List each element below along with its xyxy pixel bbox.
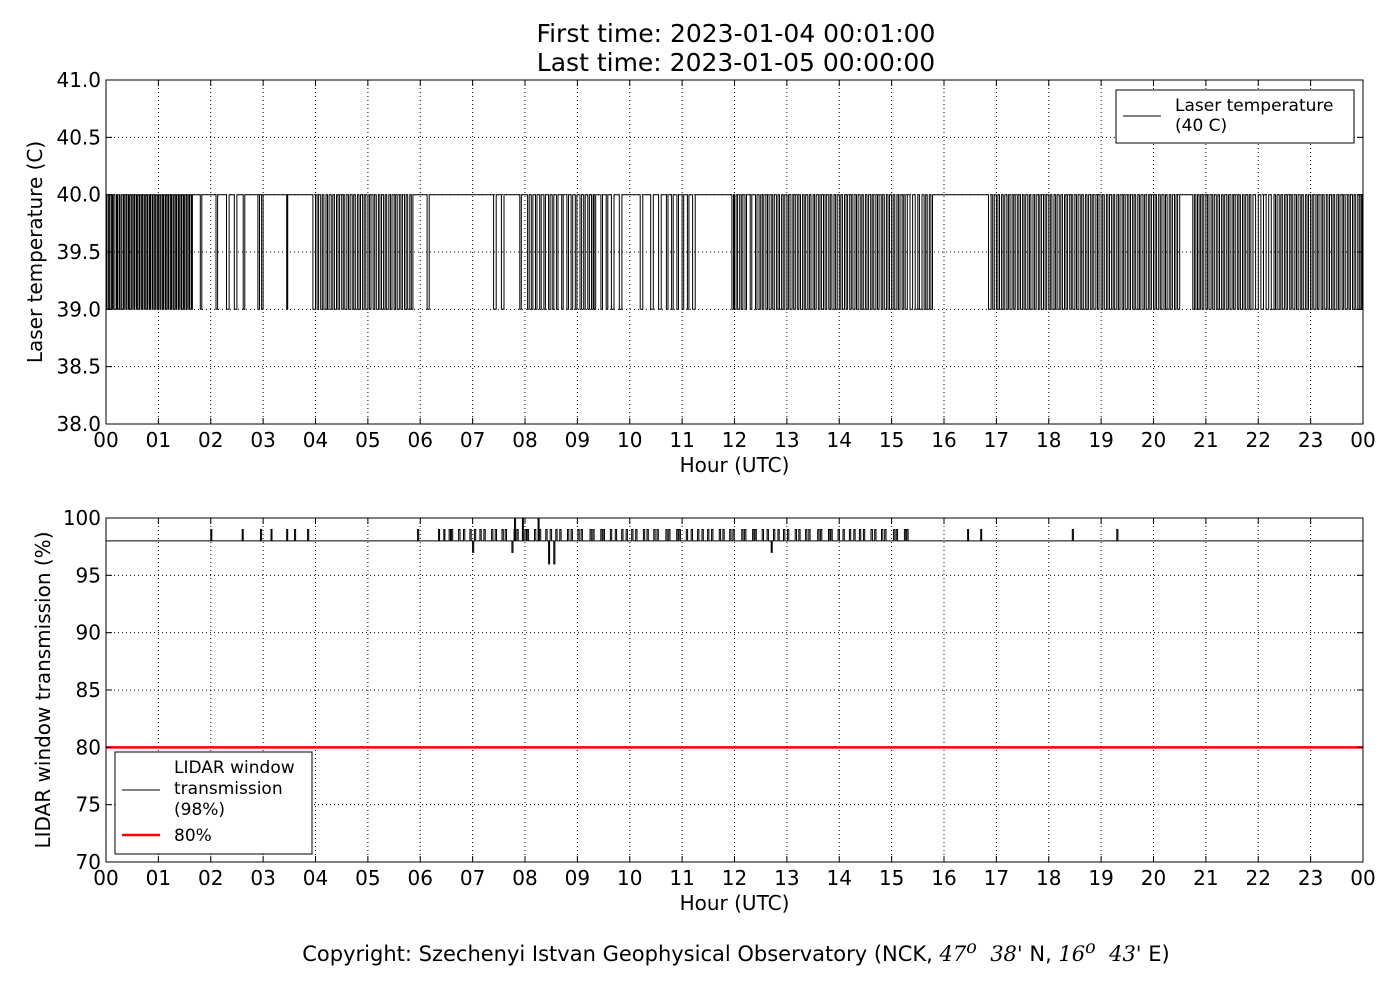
legend: Laser temperature(40 C): [1115, 89, 1355, 144]
y-tick-label: 40.5: [56, 125, 101, 149]
x-tick-label: 01: [146, 428, 171, 452]
legend-label: LIDAR window: [174, 758, 295, 778]
x-tick-label: 07: [460, 428, 485, 452]
x-tick-label: 12: [722, 428, 747, 452]
legend-label: 80%: [174, 826, 212, 846]
x-tick-label: 06: [408, 866, 433, 890]
x-tick-label: 19: [1088, 866, 1113, 890]
y-tick-label: 70: [76, 850, 101, 874]
y-tick-label: 40.0: [56, 183, 101, 207]
legend-label: (98%): [174, 800, 225, 820]
x-tick-label: 15: [879, 866, 904, 890]
y-tick-label: 39.5: [56, 240, 101, 264]
y-axis-label: Laser temperature (C): [23, 141, 47, 363]
latitude-suffix: N,: [1022, 942, 1059, 966]
x-tick-label: 09: [565, 866, 590, 890]
x-tick-label: 08: [512, 866, 537, 890]
x-tick-label: 08: [512, 428, 537, 452]
legend-label: transmission: [174, 779, 283, 799]
x-tick-label: 19: [1088, 428, 1113, 452]
x-tick-label: 14: [827, 866, 852, 890]
x-tick-label: 15: [879, 428, 904, 452]
y-tick-label: 39.0: [56, 297, 101, 321]
x-tick-label: 11: [669, 428, 694, 452]
y-tick-label: 75: [76, 793, 101, 817]
x-tick-label: 05: [355, 428, 380, 452]
latitude-minutes: 38': [990, 942, 1023, 966]
x-tick-label: 05: [355, 866, 380, 890]
x-tick-label: 07: [460, 866, 485, 890]
chart-title-line2: Last time: 2023-01-05 00:00:00: [536, 48, 936, 77]
x-tick-label: 00: [1350, 428, 1375, 452]
x-tick-label: 16: [931, 866, 956, 890]
latitude-degree-sign: o: [966, 938, 977, 958]
x-tick-label: 13: [774, 866, 799, 890]
laser-temperature-line: [106, 194, 1363, 310]
y-tick-label: 90: [76, 621, 101, 645]
x-tick-label: 02: [198, 428, 223, 452]
x-tick-label: 02: [198, 866, 223, 890]
longitude-degree-sign: o: [1085, 938, 1096, 958]
y-tick-label: 95: [76, 563, 101, 587]
latitude-degrees: 47: [939, 942, 967, 966]
x-tick-label: 10: [617, 428, 642, 452]
x-tick-label: 17: [984, 428, 1009, 452]
x-tick-label: 01: [146, 866, 171, 890]
copyright-text: Copyright: Szechenyi Istvan Geophysical …: [302, 942, 940, 966]
x-tick-label: 21: [1193, 428, 1218, 452]
longitude-minutes: 43': [1109, 942, 1142, 966]
y-axis-label: LIDAR window transmission (%): [31, 532, 55, 849]
legend-label: (40 C): [1175, 116, 1227, 136]
legend-box: [114, 751, 313, 855]
x-tick-label: 16: [931, 428, 956, 452]
x-tick-label: 17: [984, 866, 1009, 890]
x-tick-label: 18: [1036, 428, 1061, 452]
lidar-window-transmission-panel: 00 01 02 03 04 05 06 07 08 09 10 11 12 13 14 15 16 17 18 19…: [31, 506, 1376, 915]
y-tick-label: 38.5: [56, 355, 101, 379]
x-tick-label: 06: [408, 428, 433, 452]
x-tick-label: 11: [669, 866, 694, 890]
x-tick-label: 22: [1246, 428, 1271, 452]
x-tick-label: 03: [250, 428, 275, 452]
y-tick-label: 38.0: [56, 412, 101, 436]
y-tick-label: 41.0: [56, 68, 101, 92]
x-tick-label: 21: [1193, 866, 1218, 890]
x-tick-label: 00: [93, 866, 118, 890]
chart-title-line1: First time: 2023-01-04 00:01:00: [536, 19, 936, 48]
x-axis-label: Hour (UTC): [680, 453, 790, 477]
x-tick-label: 00: [1350, 866, 1375, 890]
laser-temperature-panel: 00 01 02 03 04 05 06 07 08 09 10 11 12 13 14 15 16 17 18 19…: [23, 68, 1376, 477]
y-tick-label: 100: [63, 506, 101, 530]
x-tick-label: 20: [1141, 866, 1166, 890]
longitude-suffix: E): [1141, 942, 1170, 966]
y-tick-label: 85: [76, 678, 101, 702]
x-tick-label: 03: [250, 866, 275, 890]
x-tick-label: 14: [827, 428, 852, 452]
x-tick-label: 00: [93, 428, 118, 452]
y-tick-label: 80: [76, 735, 101, 759]
x-tick-label: 18: [1036, 866, 1061, 890]
x-tick-label: 04: [303, 428, 328, 452]
legend-label: Laser temperature: [1175, 96, 1333, 116]
x-tick-label: 04: [303, 866, 328, 890]
x-tick-label: 10: [617, 866, 642, 890]
x-axis-label: Hour (UTC): [680, 891, 790, 915]
lidar-transmission-line: [105, 517, 1364, 565]
x-tick-label: 23: [1298, 428, 1323, 452]
x-tick-label: 20: [1141, 428, 1166, 452]
x-tick-label: 22: [1246, 866, 1271, 890]
longitude-degrees: 16: [1058, 942, 1086, 966]
x-tick-label: 12: [722, 866, 747, 890]
copyright-footer: Copyright: Szechenyi Istvan Geophysical …: [0, 938, 1400, 966]
x-tick-label: 23: [1298, 866, 1323, 890]
x-tick-label: 13: [774, 428, 799, 452]
x-tick-label: 09: [565, 428, 590, 452]
